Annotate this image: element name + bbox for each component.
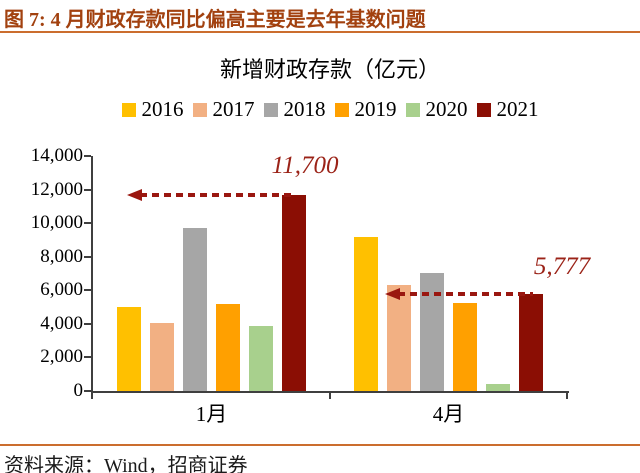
y-tick-label: 4,000 (40, 312, 83, 334)
y-tick (84, 188, 91, 191)
x-tick (91, 392, 93, 399)
legend-item-2018: 2018 (263, 97, 326, 122)
y-tick-label: 0 (73, 380, 84, 401)
y-axis-line (91, 156, 93, 393)
y-tick (84, 289, 91, 292)
y-tick-label: 6,000 (40, 279, 83, 301)
bar-4月-2016 (354, 236, 378, 391)
bar-4月-2020 (486, 383, 510, 391)
legend-label: 2018 (283, 97, 326, 121)
plot-area: 0 2,000 4,000 6,000 8,000 10,000 12,000 14,000 1… (31, 145, 590, 426)
x-tick (566, 392, 568, 399)
annotation-arrowhead (127, 188, 142, 201)
annotation-label: 11,700 (271, 151, 339, 179)
legend-item-2021: 2021 (476, 97, 539, 122)
bar-4月-2018 (420, 272, 444, 391)
bar-1月-2017 (150, 323, 174, 391)
legend-swatch-2020 (405, 102, 420, 117)
bar-4月-2017 (387, 285, 411, 391)
bar-4月-2021 (519, 294, 543, 391)
annotation-arrow-dashes (140, 192, 296, 197)
legend-label: 2020 (425, 97, 468, 121)
bar-1月-2018 (183, 228, 207, 391)
annotation-arrowhead (385, 288, 400, 301)
source-note: 资料来源：Wind，招商证券 (4, 455, 248, 473)
legend-item-2016: 2016 (121, 97, 184, 122)
y-tick-label: 8,000 (40, 245, 83, 267)
y-tick (84, 322, 91, 325)
legend-item-2020: 2020 (405, 97, 468, 122)
x-axis-label: 1月 (195, 402, 228, 426)
footer-divider (0, 444, 640, 446)
y-tick (84, 255, 91, 258)
annotation-arrow-dashes (398, 292, 533, 297)
bar-1月-2016 (117, 307, 141, 391)
y-tick-label: 12,000 (30, 178, 83, 200)
bar-1月-2019 (216, 303, 240, 391)
header-divider (0, 31, 640, 33)
y-tick (84, 222, 91, 225)
x-axis-label: 4月 (432, 402, 465, 426)
bar-1月-2021 (282, 194, 306, 391)
legend-label: 2016 (141, 97, 184, 121)
legend-label: 2021 (496, 97, 539, 121)
legend-swatch-2019 (334, 102, 349, 117)
legend-item-2019: 2019 (334, 97, 397, 122)
y-tick (84, 155, 91, 157)
bar-4月-2019 (453, 302, 477, 391)
y-tick (84, 390, 91, 392)
chart-title: 新增财政存款（亿元） (219, 57, 440, 82)
y-tick (84, 356, 91, 359)
legend-label: 2019 (354, 97, 397, 121)
y-tick-label: 14,000 (30, 145, 83, 166)
annotation-label: 5,777 (533, 253, 591, 281)
y-tick-label: 2,000 (40, 346, 83, 368)
chart-legend: 2016 2017 2018 2019 2020 2021 (63, 97, 597, 122)
legend-swatch-2017 (192, 102, 207, 117)
legend-swatch-2018 (263, 102, 278, 117)
figure-title: 图 7: 4 月财政存款同比偏高主要是去年基数问题 (4, 9, 426, 31)
legend-swatch-2016 (121, 102, 136, 117)
y-tick-label: 10,000 (30, 212, 83, 234)
bar-1月-2020 (249, 326, 273, 391)
x-tick (329, 392, 331, 399)
legend-label: 2017 (212, 97, 255, 121)
legend-item-2017: 2017 (192, 97, 255, 122)
legend-swatch-2021 (476, 102, 491, 117)
